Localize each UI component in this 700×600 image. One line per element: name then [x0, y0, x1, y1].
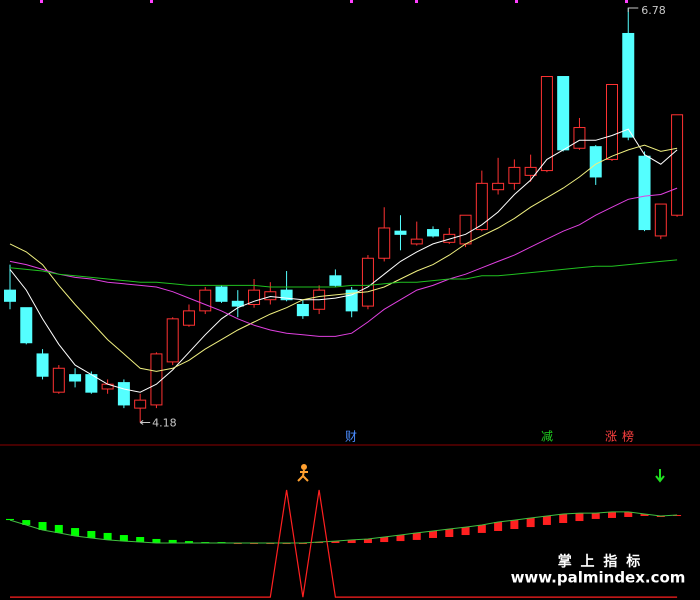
sell-arrow: [655, 469, 665, 483]
osc-bar: [6, 518, 14, 521]
candle-body: [654, 203, 667, 237]
osc-bar: [22, 520, 31, 525]
candle-body: [231, 300, 244, 307]
candle-body: [605, 83, 618, 160]
low-label: 4.18: [152, 416, 177, 429]
osc-bar: [119, 535, 128, 542]
candle-body: [182, 310, 195, 326]
ma-line: [9, 128, 678, 393]
osc-bar: [591, 513, 600, 519]
high-label: 6.78: [641, 4, 666, 17]
candle-body: [622, 32, 635, 138]
osc-bar: [461, 527, 470, 536]
candle-body: [573, 127, 586, 149]
osc-bar: [38, 522, 47, 530]
candle-body: [329, 275, 342, 286]
osc-bar: [494, 522, 503, 531]
osc-bar: [184, 541, 193, 544]
osc-bar: [673, 515, 682, 517]
candle-body: [394, 230, 407, 235]
osc-bar: [54, 524, 63, 533]
osc-bar: [233, 543, 242, 545]
candle-body: [410, 238, 423, 245]
candle-body: [524, 166, 537, 176]
candle-body: [345, 289, 358, 312]
osc-bar: [624, 511, 633, 517]
osc-bar: [282, 543, 291, 545]
candle-body: [248, 289, 261, 305]
tag: 涨: [605, 429, 617, 444]
osc-bar: [315, 542, 324, 544]
osc-bar: [168, 539, 177, 544]
osc-bar: [640, 514, 649, 516]
ma-line: [9, 259, 678, 288]
osc-bar: [575, 513, 584, 522]
candle-body: [638, 155, 651, 231]
osc-bar: [250, 543, 259, 545]
candle-body: [671, 114, 684, 216]
candle-body: [69, 374, 82, 382]
osc-bar: [542, 516, 551, 525]
buy-icon: [297, 464, 309, 482]
candle-body: [20, 307, 33, 344]
ma-line: [9, 144, 678, 372]
osc-bar: [559, 514, 568, 523]
osc-bar: [87, 530, 96, 538]
candle-body: [166, 318, 179, 363]
candle-body: [215, 286, 228, 302]
osc-bar: [266, 543, 275, 545]
osc-bar: [347, 539, 356, 544]
tag: 减: [541, 430, 553, 444]
osc-bar: [363, 538, 372, 544]
candle-body: [52, 367, 65, 393]
candle-body: [540, 76, 553, 172]
candle-body: [508, 166, 521, 184]
candle-body: [264, 291, 277, 301]
top-dots: [40, 0, 628, 3]
osc-bar: [103, 532, 112, 540]
candle-body: [557, 76, 570, 151]
candle-body: [296, 303, 309, 317]
candle-body: [361, 257, 374, 307]
osc-bar: [412, 532, 421, 540]
candle-body: [280, 289, 293, 301]
osc-bar: [331, 541, 340, 544]
candle-body: [443, 233, 456, 243]
osc-line: [9, 511, 678, 544]
high-pointer: [627, 7, 639, 12]
osc-bar: [136, 537, 145, 543]
candle-body: [492, 182, 505, 191]
candle-body: [475, 182, 488, 231]
ma-line: [9, 187, 678, 337]
signal-line: [10, 489, 678, 598]
candle-body: [134, 399, 147, 409]
osc-bar: [477, 524, 486, 533]
osc-bar: [71, 528, 80, 537]
candle-body: [199, 289, 212, 312]
candle-body: [150, 353, 163, 406]
osc-bar: [429, 530, 438, 538]
osc-bar: [510, 520, 519, 530]
candle-body: [427, 229, 440, 237]
low-pointer: [139, 420, 151, 425]
osc-bar: [380, 537, 389, 543]
watermark-title: 掌 上 指 标: [558, 553, 643, 570]
candle-body: [4, 289, 16, 302]
watermark-url: www.palmindex.com: [511, 569, 686, 587]
candle-body: [36, 353, 49, 377]
osc-bar: [396, 535, 405, 542]
candle-body: [117, 382, 130, 406]
osc-bar: [526, 517, 535, 528]
candle-body: [378, 227, 391, 259]
osc-bar: [445, 529, 454, 537]
osc-bar: [607, 511, 616, 518]
osc-bar: [298, 543, 307, 545]
candle-body: [459, 214, 472, 245]
tag: 财: [345, 430, 357, 444]
tag: 榜: [622, 429, 634, 444]
osc-bar: [152, 538, 161, 544]
